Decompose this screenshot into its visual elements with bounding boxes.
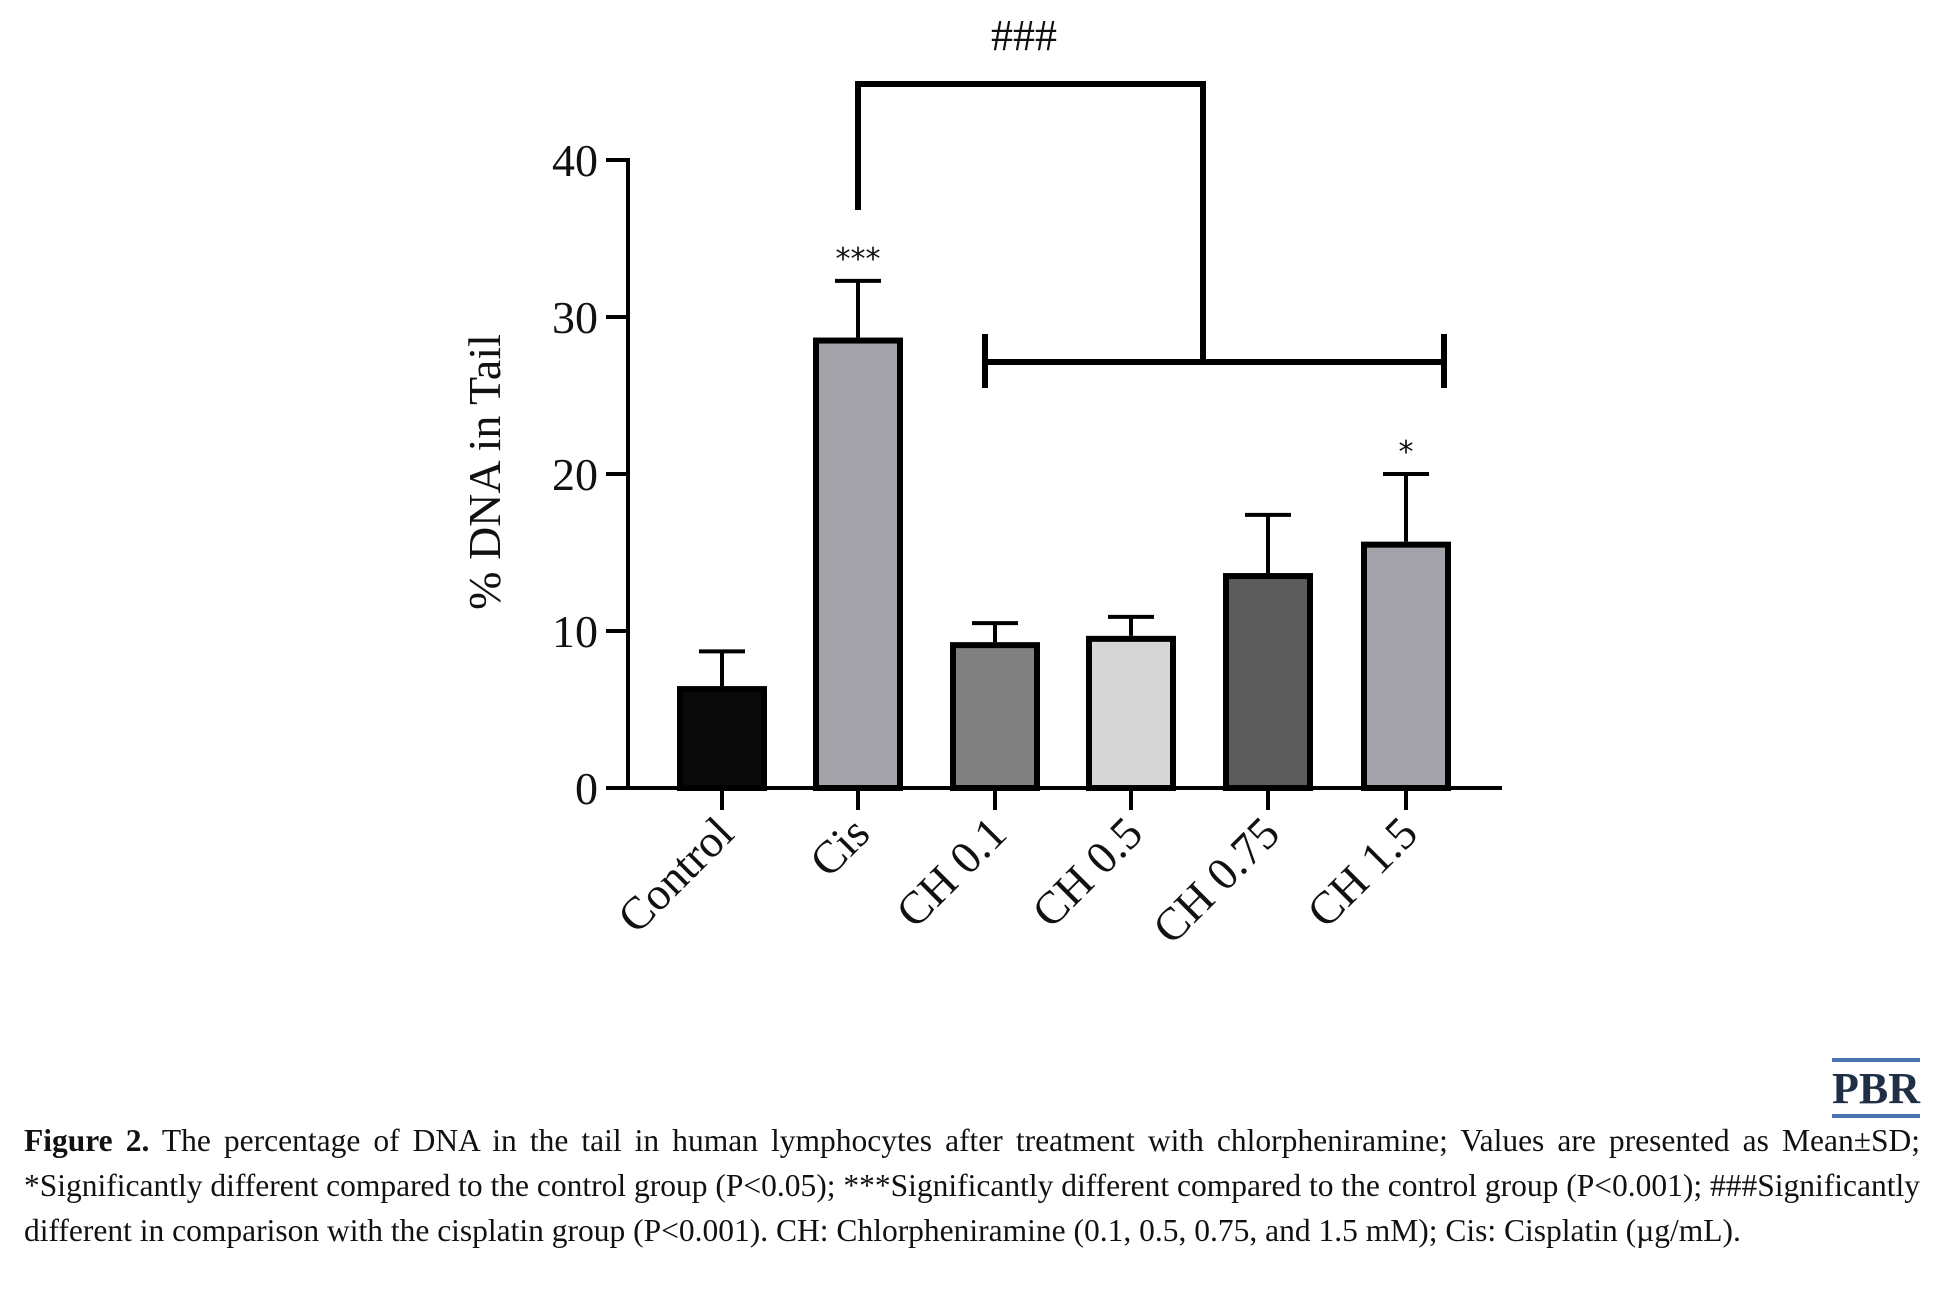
y-tick-label-30: 30 bbox=[552, 292, 598, 343]
caption-text: The percentage of DNA in the tail in hum… bbox=[24, 1123, 1921, 1248]
y-tick-label-40: 40 bbox=[552, 135, 598, 186]
x-tick-label-ch-1-5: CH 1.5 bbox=[1297, 807, 1427, 937]
error-bars-group bbox=[699, 278, 1429, 687]
bar-ch-0-1 bbox=[950, 642, 1040, 791]
figure-caption: Figure 2. The percentage of DNA in the t… bbox=[24, 1118, 1920, 1253]
bar-ch-0-5 bbox=[1086, 635, 1176, 791]
annotations-group: ****### bbox=[836, 11, 1447, 470]
y-axis-label: % DNA in Tail bbox=[459, 334, 510, 610]
bar-cis bbox=[813, 337, 903, 791]
caption-label: Figure 2. bbox=[24, 1123, 150, 1158]
x-tick-label-ch-0-75: CH 0.75 bbox=[1143, 807, 1289, 953]
axes-group: 0 10 20 30 40 Control Cis CH 0.1 CH 0.5CH 0.75 CH… bbox=[552, 135, 1502, 953]
x-tick-label-ch-0-5: CH 0.5 bbox=[1022, 807, 1152, 937]
bars-group bbox=[677, 337, 1451, 792]
x-tick-label-control: Control bbox=[608, 807, 743, 942]
significance-ch-1-5: * bbox=[1399, 435, 1414, 470]
comparison-bracket-upper bbox=[855, 81, 1206, 362]
y-tick-label-10: 10 bbox=[552, 606, 598, 657]
bar-ch-1-5 bbox=[1361, 541, 1451, 792]
significance-cis: *** bbox=[836, 242, 881, 277]
y-tick-label-0: 0 bbox=[575, 763, 598, 814]
bar-chart: 0 10 20 30 40 Control Cis CH 0.1 CH 0.5CH 0.75 CH… bbox=[459, 11, 1502, 953]
comparison-bracket-label: ### bbox=[991, 11, 1057, 60]
journal-logo: PBR bbox=[1832, 1058, 1920, 1119]
y-tick-label-20: 20 bbox=[552, 449, 598, 500]
x-tick-label-cis: Cis bbox=[800, 807, 879, 886]
bar-ch-0-75 bbox=[1223, 573, 1313, 791]
x-tick-label-ch-0-1: CH 0.1 bbox=[886, 807, 1016, 937]
bar-control bbox=[677, 686, 767, 792]
